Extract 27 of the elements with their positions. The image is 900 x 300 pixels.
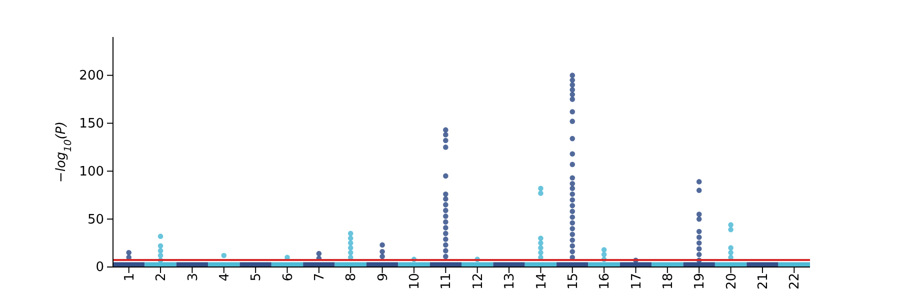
- x-tick-label: 19: [692, 273, 708, 290]
- x-tick-label: 14: [534, 273, 550, 290]
- x-tick-label: 18: [660, 273, 676, 290]
- x-tick-label: 2: [154, 273, 170, 282]
- x-tick-label: 4: [217, 273, 232, 282]
- x-tick-label: 15: [566, 273, 581, 290]
- x-tick-label: 9: [376, 273, 391, 282]
- x-tick-label: 16: [598, 273, 613, 290]
- y-tick-label: 0: [96, 260, 104, 276]
- y-tick-label: 50: [87, 212, 104, 228]
- x-tick-label: 10: [408, 273, 423, 290]
- x-tick-label: 8: [344, 273, 360, 282]
- x-tick-label: 7: [312, 273, 328, 282]
- x-tick-label: 22: [788, 273, 803, 290]
- x-tick-label: 17: [629, 273, 644, 290]
- y-tick-label: 100: [79, 164, 104, 180]
- x-tick-label: 1: [122, 273, 138, 282]
- x-tick-label: 5: [249, 273, 264, 282]
- x-tick-label: 6: [280, 273, 296, 282]
- y-tick-label: 150: [79, 116, 104, 132]
- x-tick-label: 20: [724, 273, 740, 290]
- x-tick-label: 21: [756, 273, 772, 290]
- x-tick-label: 12: [470, 273, 486, 290]
- x-tick-label: 3: [186, 273, 201, 282]
- x-tick-label: 11: [439, 273, 454, 290]
- y-tick-label: 200: [79, 68, 104, 84]
- x-tick-label: 13: [502, 273, 518, 290]
